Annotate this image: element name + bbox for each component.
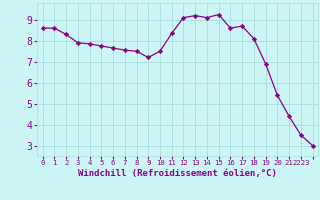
X-axis label: Windchill (Refroidissement éolien,°C): Windchill (Refroidissement éolien,°C) xyxy=(78,169,277,178)
